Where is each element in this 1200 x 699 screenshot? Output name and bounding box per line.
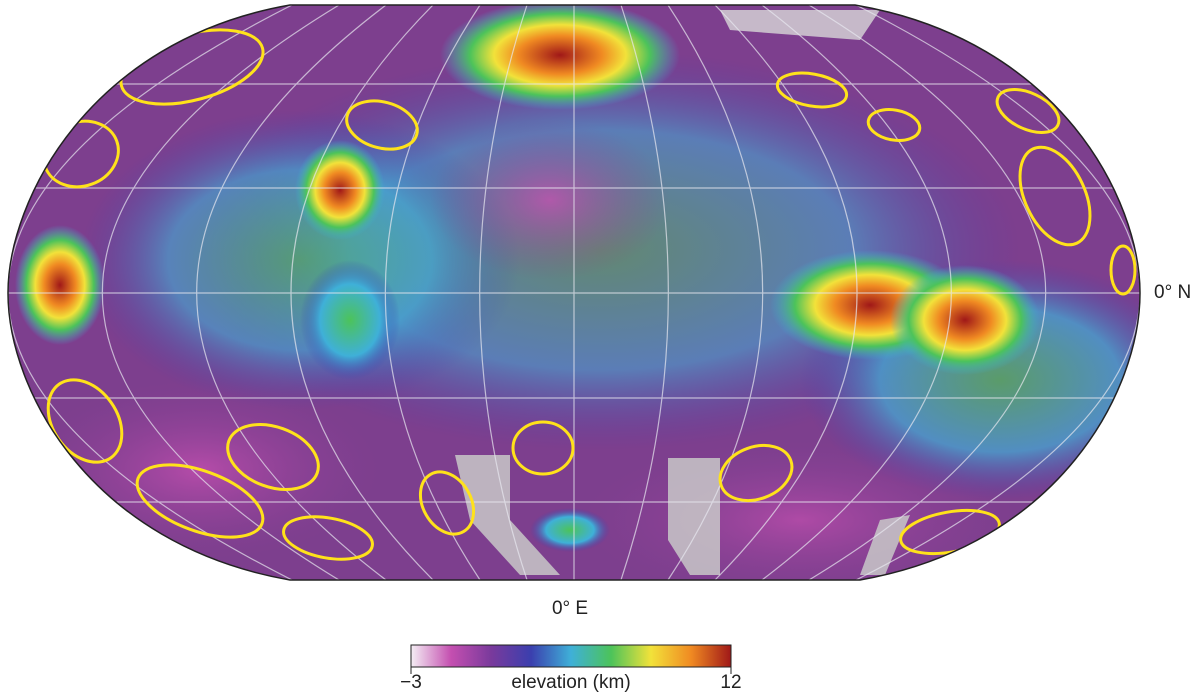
meridian	[196, 5, 387, 580]
meridian	[384, 5, 481, 580]
meridian	[761, 5, 952, 580]
meridian	[620, 5, 669, 580]
venus-map	[8, 5, 1140, 580]
colorbar-tick-label: −3	[400, 672, 422, 693]
meridian	[714, 5, 858, 580]
meridian	[479, 5, 528, 580]
meridian	[808, 5, 1047, 580]
colorbar-tick-label: 12	[720, 672, 741, 693]
meridian	[290, 5, 434, 580]
colorbar-label: elevation (km)	[511, 672, 630, 693]
equator-label: 0° N	[1154, 282, 1191, 303]
meridian	[667, 5, 764, 580]
colorbar	[410, 644, 732, 668]
meridian	[101, 5, 340, 580]
meridian-label: 0° E	[552, 598, 588, 619]
